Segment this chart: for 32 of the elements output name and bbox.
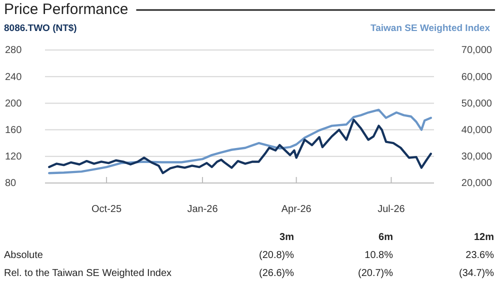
text: 12m — [474, 232, 494, 243]
text: 6m — [378, 232, 394, 243]
y-tick-label: 120 — [5, 152, 22, 163]
text: 10.8% — [364, 250, 394, 261]
y2-tick-label: 50,000 — [461, 98, 492, 110]
text: 3m — [280, 232, 294, 243]
x-tick-label: Apr-26 — [281, 204, 312, 216]
x-tick-label: Jul-26 — [378, 204, 406, 216]
y2-tick-label: 60,000 — [461, 72, 492, 83]
x-tick-label: Oct-25 — [92, 204, 122, 216]
y-tick-label: 240 — [5, 72, 22, 83]
chart-title: Price Performance — [4, 1, 128, 18]
y2-tick-label: 20,000 — [461, 178, 492, 190]
y2-tick-label: 30,000 — [461, 152, 492, 163]
text: Absolute — [4, 250, 44, 261]
y-tick-label: 200 — [5, 98, 22, 110]
text: Taiwan SE Weighted Index — [370, 23, 491, 34]
text: (26.6)% — [258, 268, 294, 279]
text: (34.7)% — [458, 268, 494, 279]
text: 8086.TWO (NT$) — [4, 23, 77, 34]
text: Rel. to the Taiwan SE Weighted Index — [4, 268, 172, 279]
y2-tick-label: 70,000 — [461, 45, 492, 56]
text: 23.6% — [466, 250, 494, 261]
line-series — [48, 108, 432, 174]
x-tick-label: Jan-26 — [187, 204, 218, 216]
y2-tick-label: 40,000 — [461, 125, 492, 136]
y-tick-label: 160 — [5, 125, 22, 136]
text: (20.7)% — [358, 268, 394, 279]
y-tick-label: 280 — [5, 45, 22, 56]
line-series — [48, 118, 432, 174]
y-tick-label: 80 — [5, 178, 17, 190]
text: (20.8)% — [258, 250, 294, 261]
